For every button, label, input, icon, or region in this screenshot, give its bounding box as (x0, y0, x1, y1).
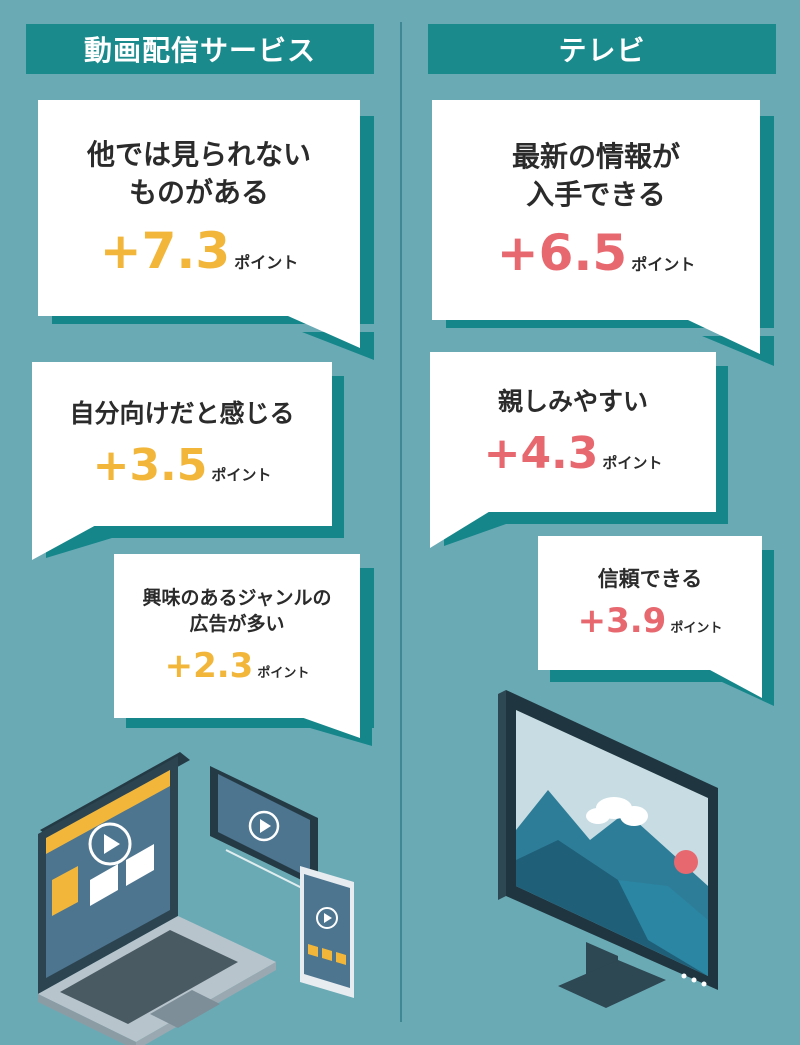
tv-item-2-value: +4.3 (483, 428, 599, 480)
tv-item-1-value: +6.5 (496, 223, 628, 282)
video-bubble-2: 自分向けだと感じる +3.5 ポイント (32, 362, 348, 566)
video-item-1-line2: ものがある (128, 176, 269, 209)
bubble-tail (430, 510, 506, 548)
tv-item-2-line1: 親しみやすい (497, 386, 648, 416)
laptop-icon (38, 752, 276, 1045)
video-item-1-line1: 他では見られない (86, 138, 311, 172)
column-divider (400, 22, 402, 1022)
bubble-tail (32, 524, 112, 560)
tv-bubble-2: 親しみやすい +4.3 ポイント (430, 352, 732, 552)
tablet-icon (210, 766, 318, 889)
play-icon (248, 810, 280, 842)
play-icon (88, 822, 132, 866)
sun-icon (674, 850, 698, 874)
tv-bubble-3: 信頼できる +3.9 ポイント (538, 536, 778, 714)
cloud-icon (586, 797, 648, 826)
play-icon (316, 907, 338, 929)
tv-item-3-unit: ポイント (670, 621, 723, 637)
video-item-3-line1: 興味のあるジャンルの (142, 587, 332, 610)
smartphone-icon (300, 866, 354, 998)
video-item-2-value: +3.5 (92, 440, 208, 492)
bubble-tail (710, 670, 774, 706)
video-item-2-line1: 自分向けだと感じる (69, 398, 295, 428)
tv-item-1-line1: 最新の情報が (511, 140, 680, 174)
header-tv-label: テレビ (558, 34, 646, 67)
tv-item-3-line1: 信頼できる (597, 566, 703, 591)
video-item-3-unit: ポイント (257, 665, 310, 681)
video-item-2-unit: ポイント (211, 466, 272, 485)
bubble-tail (688, 320, 774, 366)
video-item-1-value: +7.3 (99, 221, 231, 280)
tv-item-3-value: +3.9 (577, 601, 667, 642)
video-item-1-unit: ポイント (234, 252, 299, 272)
video-item-3-line2: 広告が多い (189, 613, 285, 635)
monitor-icon (498, 690, 718, 1008)
tv-item-1-unit: ポイント (631, 254, 696, 274)
bubble-tail (298, 716, 372, 746)
tv-bubble-1: 最新の情報が 入手できる +6.5 ポイント (432, 100, 778, 372)
video-item-3-value: +2.3 (164, 645, 254, 686)
mountain-landscape-icon (516, 790, 708, 976)
tv-item-1-line2: 入手できる (526, 178, 666, 211)
video-bubble-3: 興味のあるジャンルの 広告が多い +2.3 ポイント (114, 554, 376, 750)
bubble-tail (288, 316, 374, 360)
header-tv: テレビ (428, 24, 776, 74)
tv-item-2-unit: ポイント (602, 454, 663, 473)
header-video-label: 動画配信サービス (83, 34, 316, 67)
video-bubble-1: 他では見られない ものがある +7.3 ポイント (38, 100, 378, 366)
header-video-streaming: 動画配信サービス (26, 24, 374, 74)
